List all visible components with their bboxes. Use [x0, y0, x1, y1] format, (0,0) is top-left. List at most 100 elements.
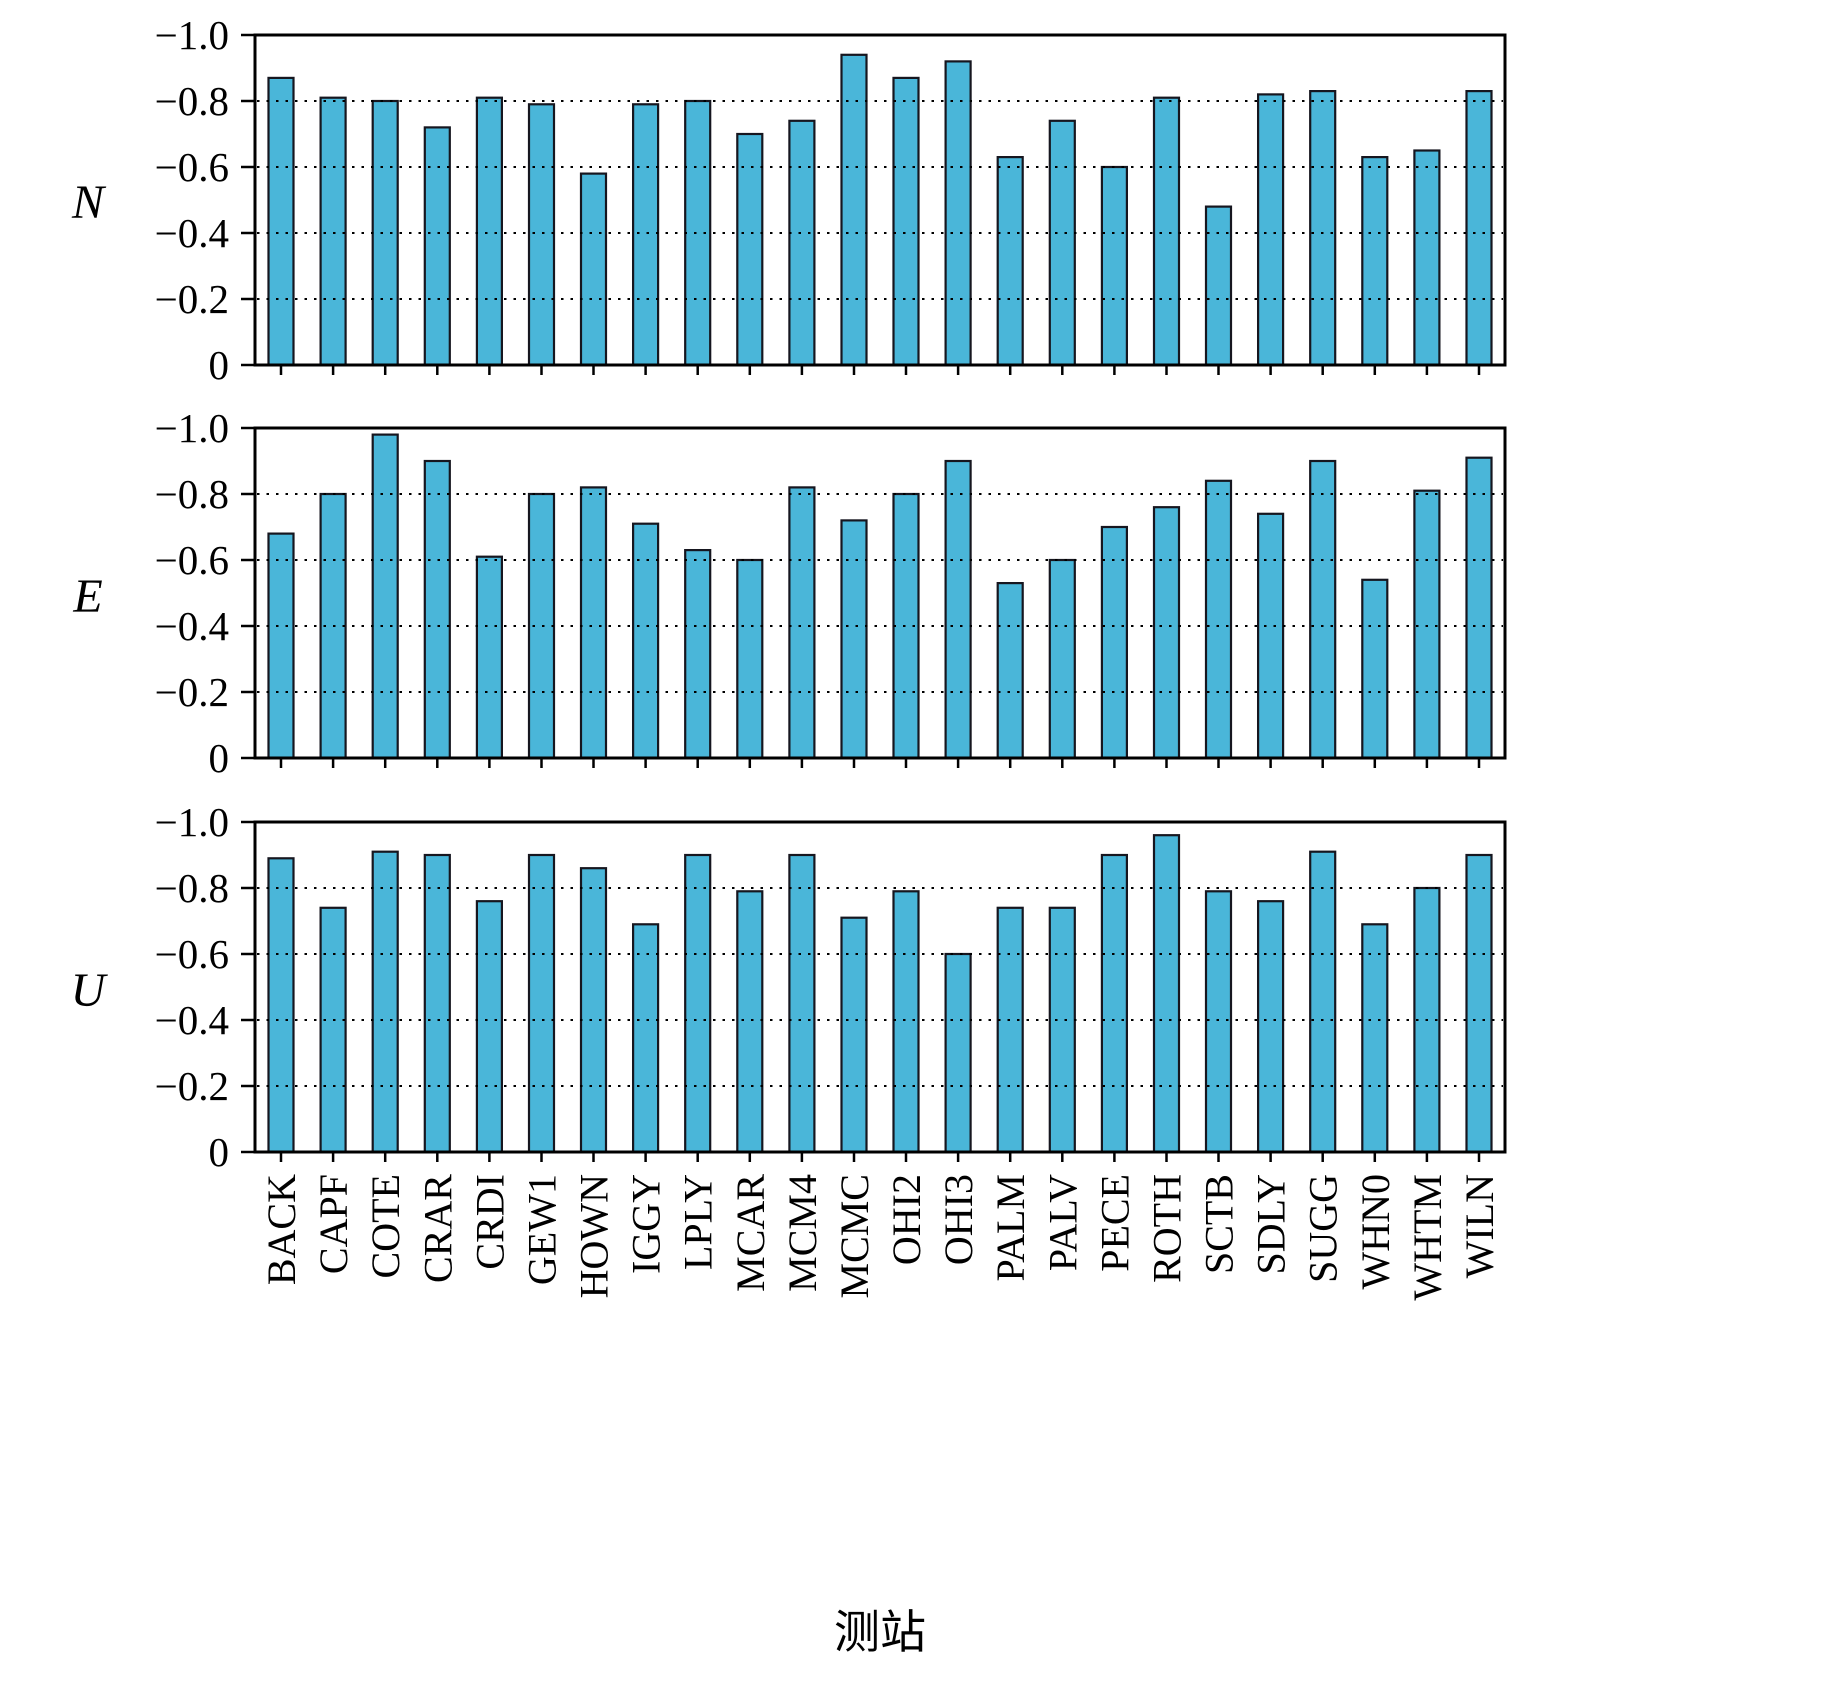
bar-n-gew1: [527, 103, 556, 367]
y-tick-label: −0.6: [155, 931, 229, 977]
bar-e-roth: [1152, 506, 1181, 760]
y-tick-label: 0: [209, 735, 230, 781]
bar-u-sctb: [1204, 890, 1233, 1154]
bar-u-sugg: [1309, 850, 1337, 1154]
bar-n-ohi2: [892, 76, 920, 367]
y-tick-label: −1.0: [155, 799, 229, 845]
panel-label-n: N: [71, 176, 107, 229]
bar-u-roth: [1152, 834, 1181, 1154]
x-tick-label-whn0: WHN0: [1353, 1174, 1398, 1290]
bar-e-crdi: [475, 555, 503, 760]
y-tick-label: −1.0: [155, 12, 229, 58]
bar-e-mcm4: [788, 486, 816, 760]
y-tick-label: 0: [209, 1129, 230, 1175]
x-tick-label-iggy: IGGY: [624, 1174, 669, 1274]
bar-u-ohi3: [944, 952, 972, 1154]
x-tick-label-hown: HOWN: [572, 1174, 617, 1298]
bar-n-back: [267, 76, 295, 367]
bar-u-crar: [423, 853, 451, 1154]
y-tick-label: −0.2: [155, 669, 229, 715]
bar-e-palm: [996, 581, 1024, 760]
bar-e-lply: [684, 548, 712, 760]
x-tick-label-gew1: GEW1: [520, 1174, 565, 1285]
bar-n-iggy: [631, 103, 660, 367]
bar-e-whtm: [1413, 489, 1441, 760]
bar-u-hown: [579, 867, 608, 1154]
y-tick-label: −0.6: [155, 144, 229, 190]
bar-e-cote: [371, 433, 399, 760]
bar-e-iggy: [631, 522, 660, 760]
y-tick-label: −0.8: [155, 78, 229, 124]
x-tick-label-sctb: SCTB: [1197, 1174, 1242, 1274]
y-tick-label: −0.6: [155, 537, 229, 583]
bar-e-sctb: [1204, 479, 1233, 760]
bar-n-roth: [1152, 96, 1181, 367]
bar-n-mcmc: [840, 53, 868, 367]
bar-n-palv: [1048, 119, 1076, 367]
y-tick-label: 0: [209, 342, 230, 388]
bar-e-back: [267, 532, 295, 760]
bar-n-whtm: [1413, 149, 1441, 367]
bar-u-mcmc: [840, 916, 868, 1154]
y-tick-label: −0.4: [155, 997, 229, 1043]
bar-n-hown: [579, 172, 608, 367]
panel-frame-u: [253, 820, 1507, 1154]
bar-n-ohi3: [944, 60, 972, 367]
bar-u-pece: [1100, 853, 1129, 1154]
bar-e-hown: [579, 486, 608, 760]
panel-label-e: E: [72, 570, 102, 623]
bar-n-palm: [996, 156, 1024, 367]
bar-n-crar: [423, 126, 451, 367]
x-tick-label-back: BACK: [259, 1174, 304, 1285]
panel-frame-n: [253, 33, 1507, 367]
x-tick-label-mcar: MCAR: [728, 1174, 773, 1292]
bar-e-sdly: [1256, 512, 1285, 760]
panel-label-u: U: [71, 964, 109, 1017]
x-tick-label-roth: ROTH: [1145, 1174, 1190, 1283]
bar-n-capf: [319, 96, 347, 367]
bar-e-crar: [423, 459, 451, 760]
x-tick-label-sugg: SUGG: [1301, 1174, 1346, 1283]
bar-u-mcar: [736, 890, 764, 1154]
bar-n-mcar: [736, 132, 764, 367]
y-tick-label: −0.8: [155, 471, 229, 517]
bar-u-cote: [371, 850, 399, 1154]
bar-n-sdly: [1256, 93, 1285, 367]
bar-u-palv: [1048, 906, 1076, 1154]
bar-e-ohi3: [944, 459, 972, 760]
x-tick-label-capf: CAPF: [311, 1174, 356, 1274]
x-tick-label-crar: CRAR: [415, 1174, 460, 1283]
bar-n-pece: [1100, 165, 1129, 367]
x-tick-label-sdly: SDLY: [1249, 1174, 1294, 1274]
bar-u-crdi: [475, 900, 503, 1154]
x-tick-label-crdi: CRDI: [467, 1174, 512, 1270]
x-tick-label-ohi3: OHI3: [936, 1174, 981, 1265]
bar-u-iggy: [631, 923, 660, 1154]
x-tick-label-wiln: WILN: [1457, 1174, 1502, 1278]
bar-u-gew1: [527, 853, 556, 1154]
bar-n-lply: [684, 99, 712, 367]
x-tick-label-mcmc: MCMC: [832, 1174, 877, 1299]
bar-e-mcmc: [840, 519, 868, 760]
x-tick-label-pece: PECE: [1092, 1174, 1137, 1272]
bar-u-back: [267, 857, 295, 1154]
y-tick-label: −0.4: [155, 210, 229, 256]
y-tick-label: −1.0: [155, 405, 229, 451]
bar-n-cote: [371, 99, 399, 367]
bar-e-wiln: [1465, 456, 1493, 760]
x-tick-label-palv: PALV: [1040, 1174, 1085, 1271]
bar-n-whn0: [1361, 156, 1389, 367]
x-tick-label-lply: LPLY: [676, 1174, 721, 1270]
bar-n-mcm4: [788, 119, 816, 367]
x-tick-label-palm: PALM: [988, 1174, 1033, 1281]
bar-e-pece: [1100, 525, 1129, 760]
x-tick-label-whtm: WHTM: [1405, 1174, 1450, 1301]
bar-u-sdly: [1256, 900, 1285, 1154]
bar-e-whn0: [1361, 578, 1389, 760]
bar-u-ohi2: [892, 890, 920, 1154]
x-tick-label-ohi2: OHI2: [884, 1174, 929, 1265]
y-tick-label: −0.2: [155, 276, 229, 322]
bar-e-palv: [1048, 558, 1076, 760]
bar-u-palm: [996, 906, 1024, 1154]
